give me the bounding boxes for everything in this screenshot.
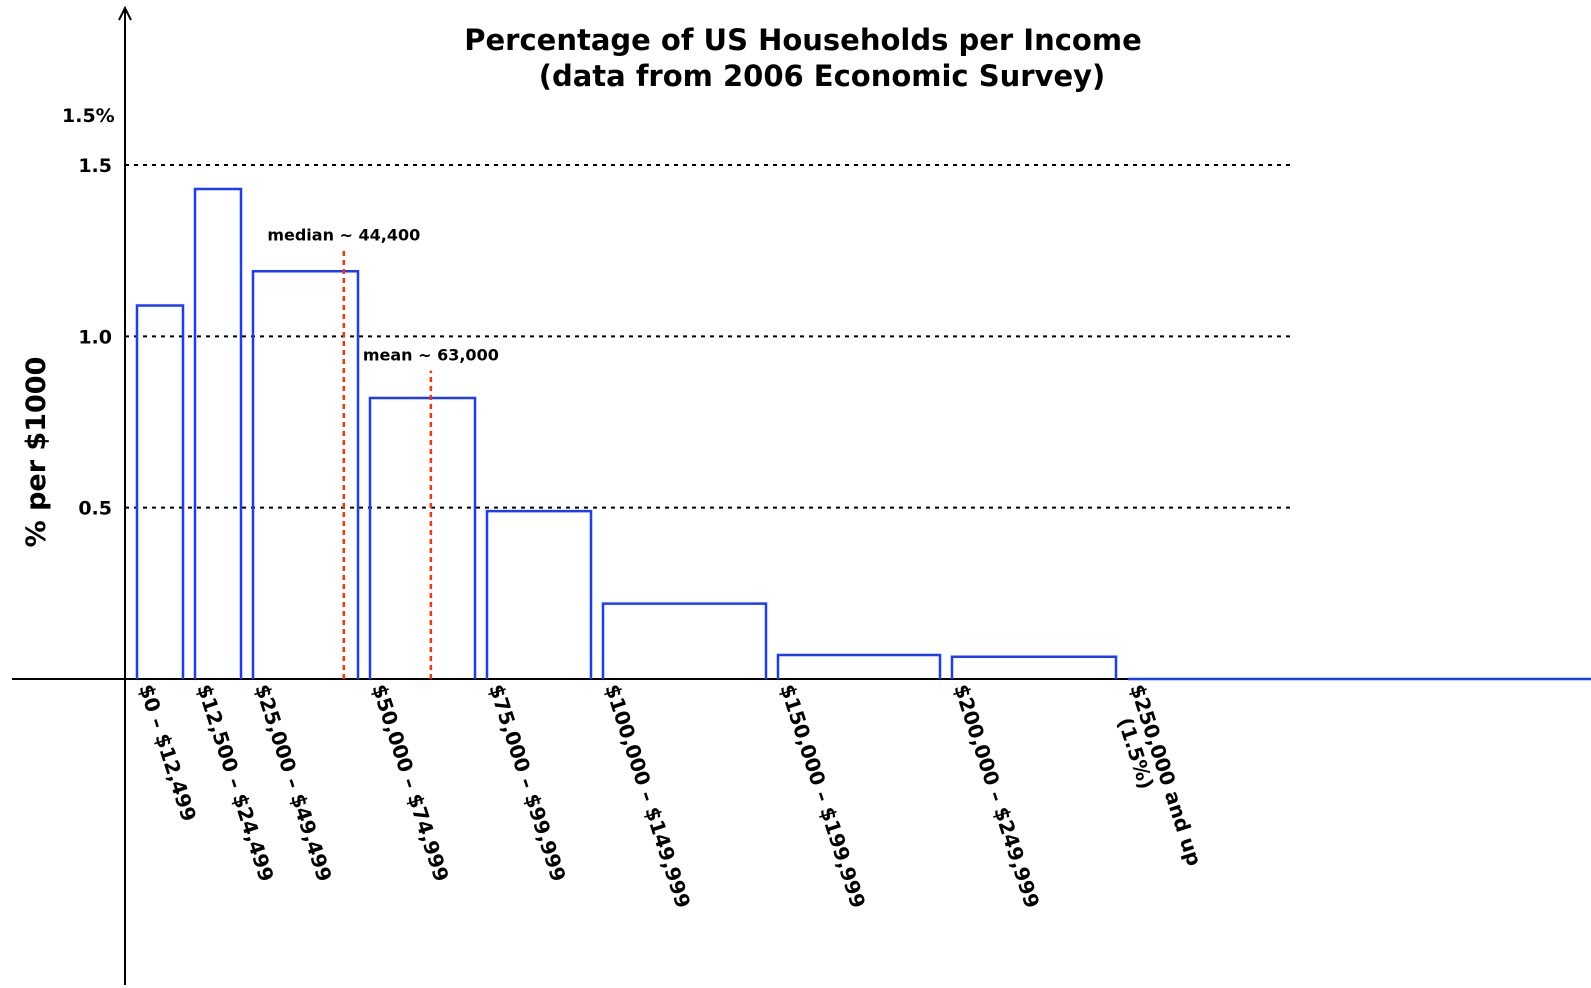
category-label-4: $75,000 – $99,999 <box>484 681 571 884</box>
bar-0 <box>135 304 185 679</box>
bar-2 <box>251 269 360 679</box>
stat-label-0: median ~ 44,400 <box>267 226 420 245</box>
category-label-0: $0 – $12,499 <box>134 681 201 824</box>
y-tick-label-2: 1.5 <box>78 155 112 177</box>
chart-subtitle: (data from 2006 Economic Survey) <box>539 59 1106 93</box>
y-axis-title: % per $1000 <box>21 357 52 548</box>
stat-markers: median ~ 44,400 mean ~ 63,000 <box>267 226 499 679</box>
category-label-3: $50,000 – $74,999 <box>367 681 454 884</box>
category-label-5: $100,000 – $149,999 <box>600 681 695 911</box>
bar-4 <box>485 509 593 679</box>
gridlines: 0.5 1.0 1.5 <box>78 155 1290 520</box>
y-tick-label-1: 1.0 <box>78 326 112 348</box>
category-label-6: $150,000 – $199,999 <box>775 681 870 911</box>
bars <box>135 187 1591 681</box>
y-axis-arrow-icon <box>118 5 132 21</box>
bar-3 <box>368 396 477 679</box>
bar-6 <box>776 653 942 679</box>
y-axis-extra-label: 1.5% <box>62 105 115 127</box>
bar-7 <box>950 655 1118 679</box>
category-label-7: $200,000 – $249,999 <box>949 681 1044 911</box>
y-tick-label-0: 0.5 <box>78 498 112 520</box>
bar-1 <box>193 187 243 679</box>
category-label-8: $250,000 and up(1.5%) <box>1104 681 1206 875</box>
chart-title: Percentage of US Households per Income <box>464 23 1142 57</box>
category-labels: $0 – $12,499$12,500 – $24,499$25,000 – $… <box>134 681 1206 911</box>
bar-5 <box>601 602 768 679</box>
stat-label-1: mean ~ 63,000 <box>363 346 499 365</box>
